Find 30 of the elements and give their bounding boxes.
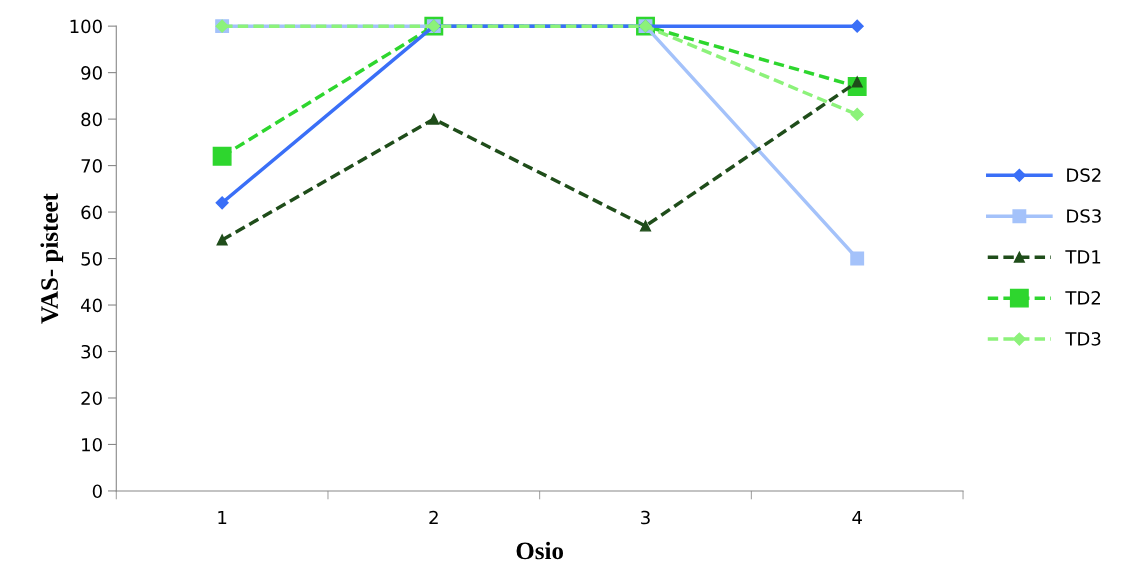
y-tick-label: 0	[92, 484, 102, 499]
legend-label: TD3	[1065, 332, 1101, 346]
x-tick-label: 4	[852, 510, 862, 525]
y-tick-label: 50	[81, 252, 102, 266]
legend-label: TD1	[1065, 250, 1101, 264]
point	[216, 234, 228, 246]
x-tick-label: 3	[641, 510, 650, 525]
y-tick-label: 60	[81, 205, 102, 220]
legend-label: TD2	[1065, 291, 1101, 305]
y-tick-label: 90	[81, 66, 102, 80]
legend-label: DS2	[1067, 168, 1101, 182]
point	[212, 146, 232, 166]
point	[850, 251, 865, 266]
y-tick-label: 10	[82, 437, 102, 452]
y-tick-label: 20	[81, 391, 102, 406]
x-tick-label: 2	[429, 510, 438, 525]
point	[850, 107, 864, 122]
y-tick-label: 30	[81, 344, 102, 359]
y-tick-label: 80	[81, 112, 102, 127]
point	[850, 19, 864, 33]
y-tick-label: 70	[81, 159, 102, 173]
y-tick-label: 100	[70, 19, 102, 34]
y-axis-title: VAS- pisteet	[40, 193, 64, 324]
point	[639, 220, 652, 232]
point	[428, 113, 440, 125]
y-tick-label: 40	[81, 298, 102, 313]
legend-label: DS3	[1067, 209, 1101, 223]
x-axis-title: Osio	[516, 541, 564, 560]
point	[215, 196, 229, 210]
x-tick-label: 1	[218, 510, 227, 525]
